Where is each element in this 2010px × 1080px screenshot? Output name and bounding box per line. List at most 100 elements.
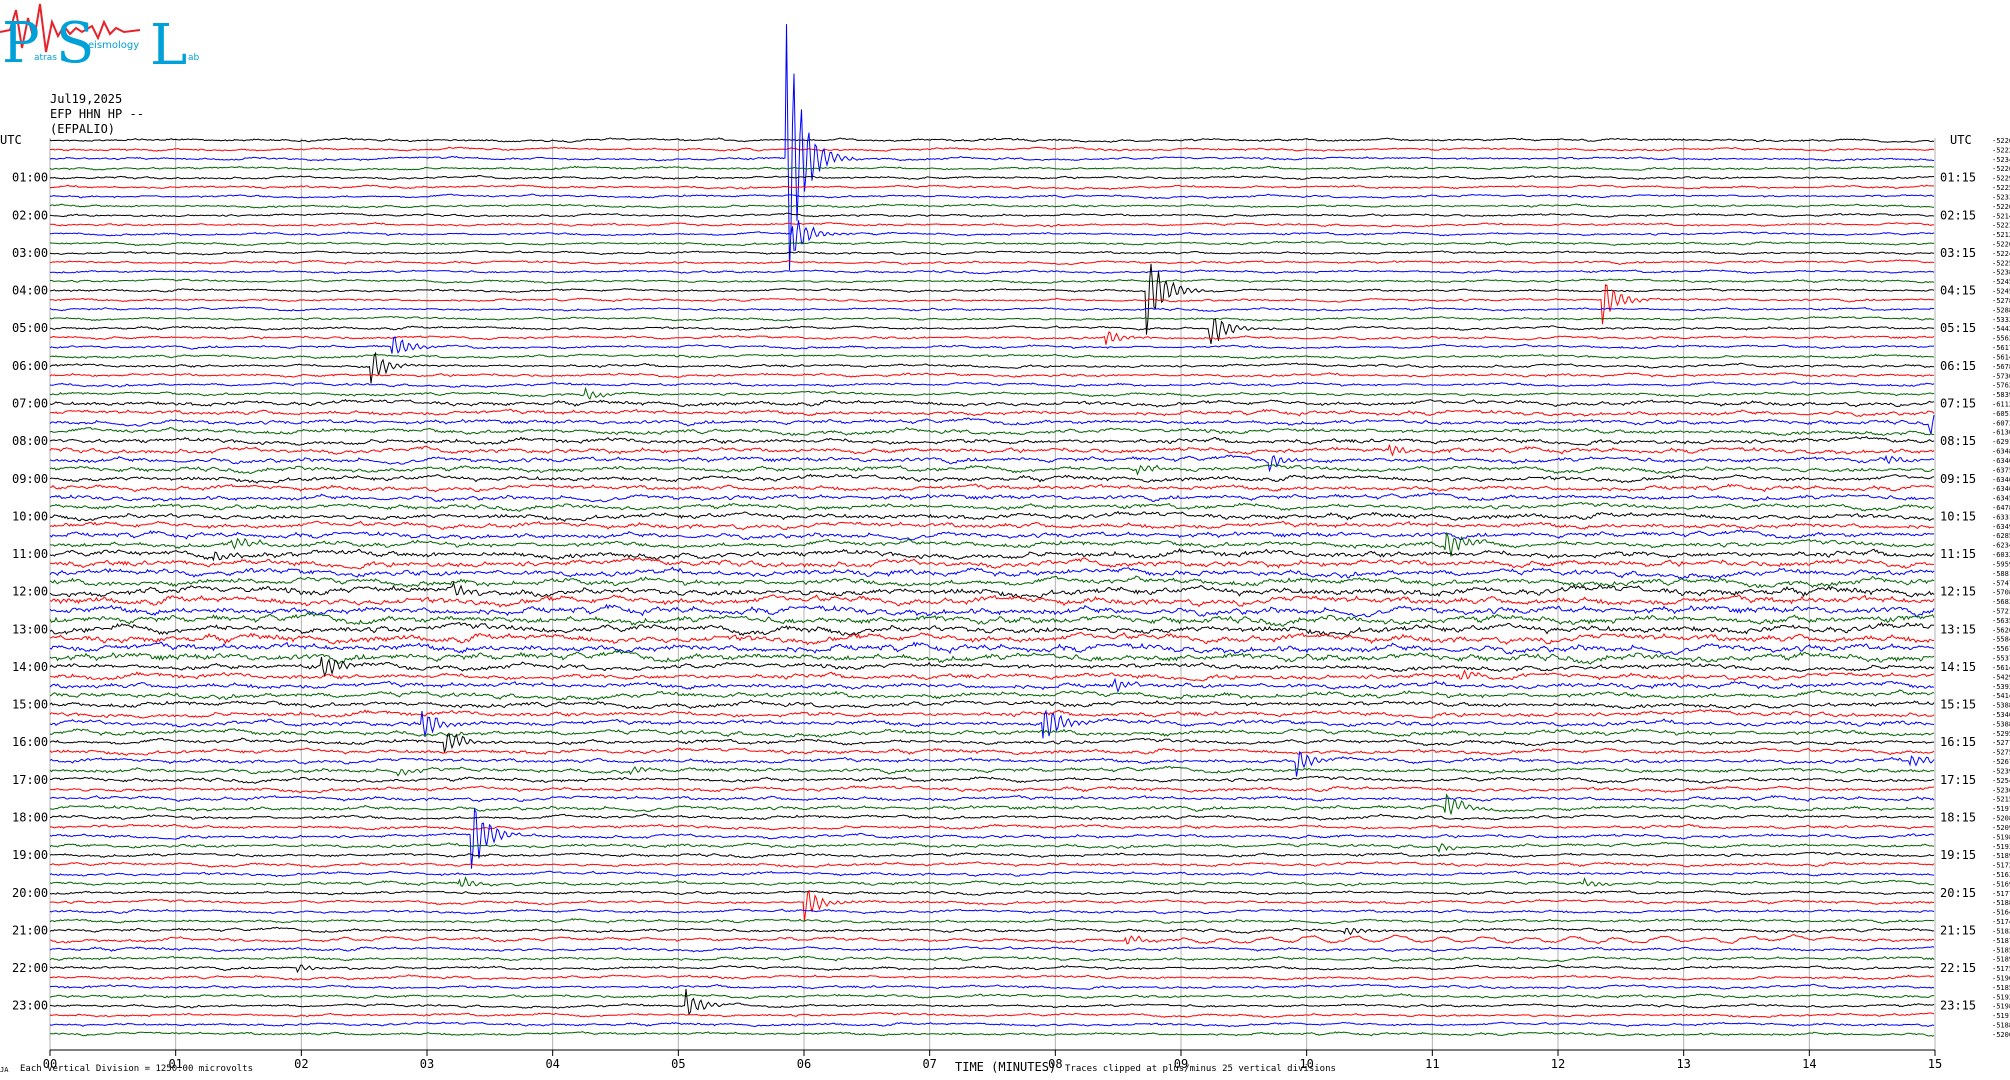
- row-offset-label: -5226: [1992, 137, 2010, 145]
- hour-label-left: 12:00: [12, 585, 48, 599]
- row-offset-label: -5182: [1992, 927, 2010, 935]
- hour-label-right: 02:15: [1940, 208, 1976, 222]
- row-offset-label: -5614: [1992, 664, 2010, 672]
- hour-label-right: 07:15: [1940, 396, 1976, 410]
- row-offset-label: -5254: [1992, 777, 2010, 785]
- x-tick-label: 07: [922, 1057, 936, 1071]
- trace-line: [49, 870, 1935, 878]
- trace-line: [49, 955, 1935, 962]
- row-offset-label: -5225: [1992, 184, 2010, 192]
- trace-line: [49, 612, 1935, 627]
- hour-label-left: 23:00: [12, 999, 48, 1013]
- trace-line: [49, 807, 1935, 869]
- trace-line: [49, 708, 1935, 719]
- trace-line: [49, 381, 1935, 388]
- row-offset-label: -5236: [1992, 786, 2010, 794]
- row-offset-label: -5683: [1992, 598, 2010, 606]
- trace-line: [49, 794, 1935, 803]
- hour-label-left: 18:00: [12, 811, 48, 825]
- trace-line: [49, 594, 1935, 608]
- logo-subtext-3: ab: [188, 53, 200, 63]
- row-offset-label: -6349: [1992, 523, 2010, 531]
- row-offset-label: -5295: [1992, 730, 2010, 738]
- row-offset-label: -5191: [1992, 1012, 2010, 1020]
- trace-line: [49, 250, 1935, 256]
- trace-line: [49, 785, 1935, 794]
- trace-line: [49, 510, 1934, 523]
- trace-line: [49, 890, 1935, 896]
- hour-label-right: 17:15: [1940, 773, 1976, 787]
- row-offset-label: -5174: [1992, 918, 2010, 926]
- row-offset-label: -5537: [1992, 655, 2010, 663]
- trace-line: [49, 728, 1935, 738]
- hour-label-left: 09:00: [12, 472, 48, 486]
- trace-line: [49, 351, 1935, 384]
- header-station-line: EFP HHN HP --: [50, 107, 144, 121]
- logo-subtext-1: atras: [34, 53, 57, 63]
- trace-line: [49, 813, 1935, 821]
- row-offset-label: -6051: [1992, 410, 2010, 418]
- trace-line: [49, 193, 1935, 200]
- trace-line: [49, 146, 1935, 152]
- hour-label-right: 05:15: [1940, 321, 1976, 335]
- hour-label-left: 14:00: [12, 660, 48, 674]
- row-offset-label: -5275: [1992, 749, 2010, 757]
- trace-line: [50, 221, 1935, 228]
- row-offset-label: -5189: [1992, 956, 2010, 964]
- row-offset-label: -5222: [1992, 146, 2010, 154]
- trace-line: [49, 747, 1935, 757]
- row-offset-label: -5429: [1992, 673, 2010, 681]
- row-offset-label: -5762: [1992, 382, 2010, 390]
- trace-line: [49, 24, 1935, 271]
- trace-line: [49, 483, 1935, 493]
- trace-line: [50, 793, 1935, 815]
- row-offset-label: -6234: [1992, 542, 2010, 550]
- row-offset-label: -5229: [1992, 175, 2010, 183]
- row-offset-label: -5747: [1992, 579, 2010, 587]
- logo-letter-l: L: [150, 13, 187, 78]
- row-offset-label: -6346: [1992, 476, 2010, 484]
- trace-line: [50, 284, 1935, 325]
- x-tick-label: 05: [671, 1057, 685, 1071]
- row-offset-label: -5267: [1992, 758, 2010, 766]
- hour-label-right: 23:15: [1940, 999, 1976, 1013]
- trace-line: [49, 220, 1935, 251]
- left-axis-title: UTC: [0, 133, 22, 147]
- trace-line: [49, 603, 1935, 618]
- row-offset-label: -5562: [1992, 335, 2010, 343]
- hour-label-right: 15:15: [1940, 698, 1976, 712]
- hour-label-right: 12:15: [1940, 585, 1976, 599]
- x-tick-label: 12: [1551, 1057, 1565, 1071]
- x-tick-label: 15: [1928, 1057, 1942, 1071]
- row-offset-label: -5678: [1992, 363, 2010, 371]
- row-offset-label: -5209: [1992, 824, 2010, 832]
- hour-label-right: 13:15: [1940, 622, 1976, 636]
- x-tick-label: 02: [294, 1057, 308, 1071]
- row-offset-label: -5192: [1992, 993, 2010, 1001]
- hour-label-right: 16:15: [1940, 735, 1976, 749]
- row-offset-label: -5214: [1992, 212, 2010, 220]
- header-block: Jul19,2025 EFP HHN HP -- (EFPALIO): [50, 92, 144, 137]
- row-offset-label: -5839: [1992, 391, 2010, 399]
- trace-line: [49, 1031, 1935, 1037]
- row-offset-label: -5212: [1992, 231, 2010, 239]
- row-offset-label: -5189: [1992, 852, 2010, 860]
- row-offset-label: -5198: [1992, 1003, 2010, 1011]
- row-offset-label: -5177: [1992, 890, 2010, 898]
- hour-label-left: 19:00: [12, 848, 48, 862]
- trace-line: [49, 336, 1935, 354]
- row-offset-label: -5278: [1992, 297, 2010, 305]
- hour-label-left: 07:00: [12, 396, 48, 410]
- trace-line: [49, 316, 1934, 322]
- x-tick-label: 06: [797, 1057, 811, 1071]
- hour-label-right: 08:15: [1940, 434, 1976, 448]
- hour-label-right: 01:15: [1940, 171, 1976, 185]
- trace-line: [49, 641, 1935, 655]
- row-offset-label: -6346: [1992, 485, 2010, 493]
- row-offset-label: -6348: [1992, 448, 2010, 456]
- trace-line: [49, 751, 1935, 777]
- hour-label-left: 11:00: [12, 547, 48, 561]
- trace-line: [49, 454, 1935, 473]
- trace-line: [49, 581, 1935, 600]
